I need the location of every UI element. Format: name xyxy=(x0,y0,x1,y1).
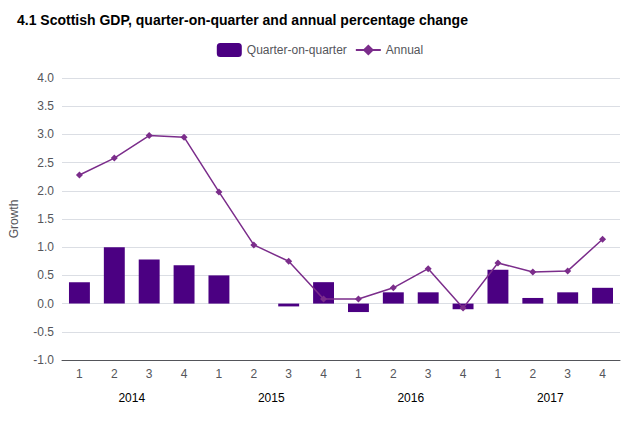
svg-text:1: 1 xyxy=(495,367,502,381)
svg-text:2014: 2014 xyxy=(118,391,145,405)
svg-text:0.0: 0.0 xyxy=(37,297,54,311)
svg-text:3: 3 xyxy=(425,367,432,381)
svg-text:0.5: 0.5 xyxy=(37,268,54,282)
svg-text:2.0: 2.0 xyxy=(37,184,54,198)
svg-text:1.0: 1.0 xyxy=(37,240,54,254)
svg-text:4.1 Scottish GDP, quarter-on-q: 4.1 Scottish GDP, quarter-on-quarter and… xyxy=(17,12,468,28)
svg-text:2017: 2017 xyxy=(537,391,564,405)
svg-text:2016: 2016 xyxy=(397,391,424,405)
svg-text:3: 3 xyxy=(564,367,571,381)
svg-text:2: 2 xyxy=(250,367,257,381)
svg-text:4: 4 xyxy=(320,367,327,381)
svg-text:2015: 2015 xyxy=(258,391,285,405)
svg-text:4: 4 xyxy=(181,367,188,381)
svg-text:3.0: 3.0 xyxy=(37,127,54,141)
svg-text:2: 2 xyxy=(111,367,118,381)
svg-text:1: 1 xyxy=(76,367,83,381)
svg-text:1.5: 1.5 xyxy=(37,212,54,226)
svg-text:4.0: 4.0 xyxy=(37,71,54,85)
svg-text:3.5: 3.5 xyxy=(37,99,54,113)
svg-text:3: 3 xyxy=(146,367,153,381)
svg-text:3: 3 xyxy=(285,367,292,381)
svg-text:Annual: Annual xyxy=(386,43,423,57)
svg-text:Growth: Growth xyxy=(7,200,21,239)
svg-text:-1.0: -1.0 xyxy=(33,353,54,367)
svg-text:1: 1 xyxy=(355,367,362,381)
svg-text:Quarter-on-quarter: Quarter-on-quarter xyxy=(247,43,347,57)
svg-text:1: 1 xyxy=(216,367,223,381)
svg-text:2.5: 2.5 xyxy=(37,156,54,170)
svg-text:-0.5: -0.5 xyxy=(33,325,54,339)
svg-text:2: 2 xyxy=(529,367,536,381)
svg-text:4: 4 xyxy=(460,367,467,381)
svg-text:2: 2 xyxy=(390,367,397,381)
svg-text:4: 4 xyxy=(599,367,606,381)
